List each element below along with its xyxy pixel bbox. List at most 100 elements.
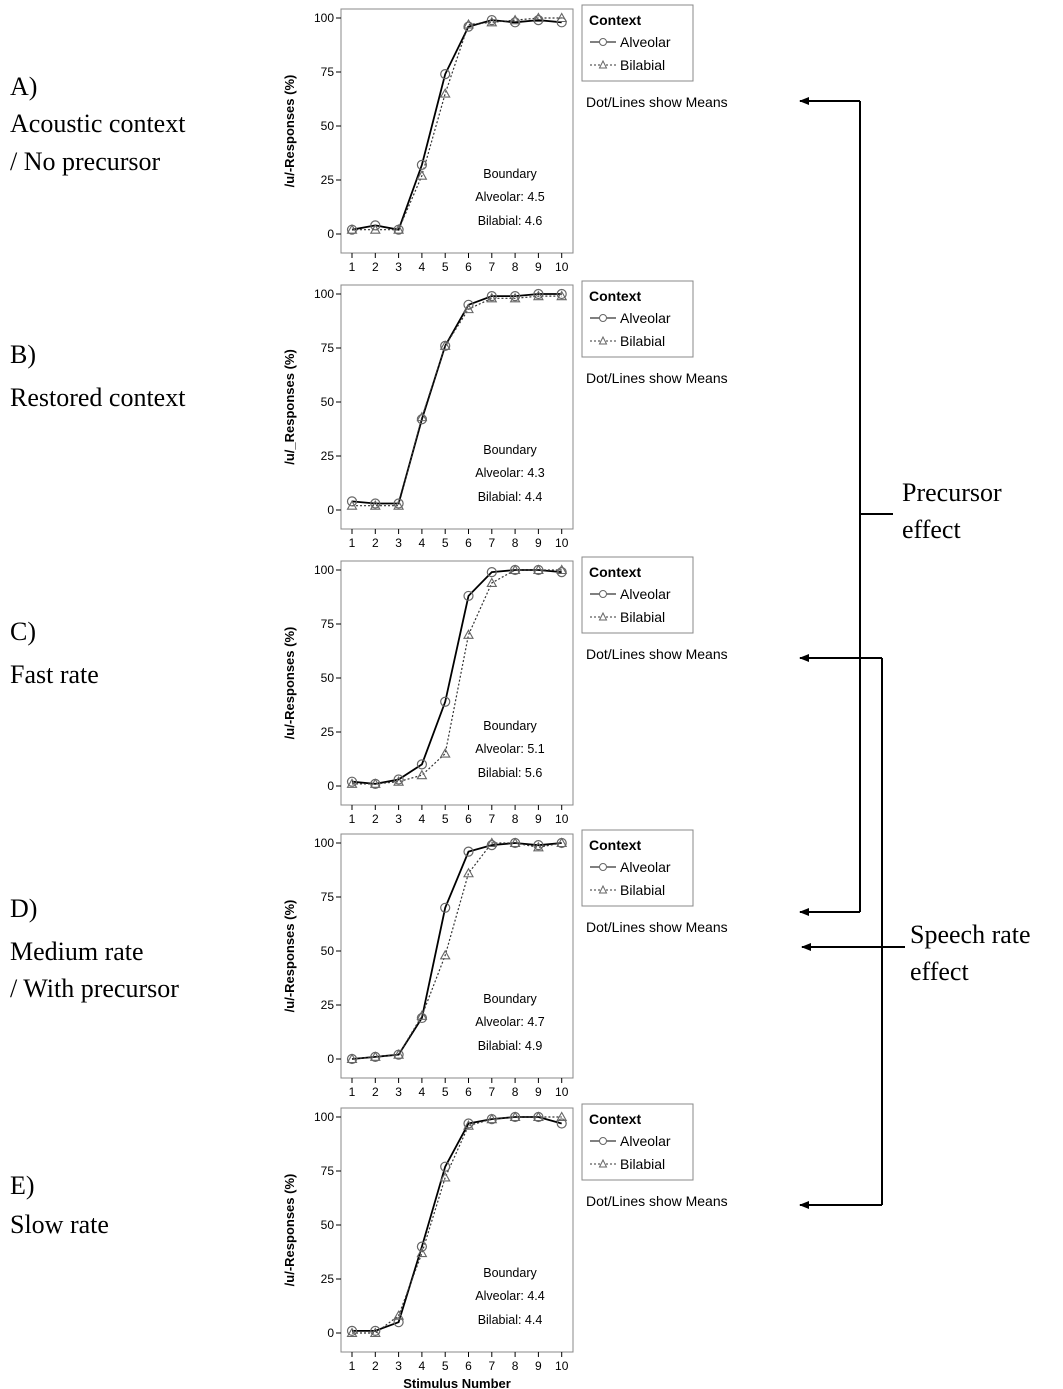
data-point-bilabial [393, 500, 405, 510]
y-tick-label: 0 [327, 1326, 334, 1340]
data-point-bilabial [532, 290, 544, 301]
data-point-bilabial [463, 18, 474, 29]
data-point-alveolar [509, 17, 521, 28]
data-point-bilabial [486, 837, 498, 848]
data-point-bilabial [416, 411, 428, 422]
y-axis-label: /u/-Responses (%) [282, 627, 297, 740]
data-point-bilabial [556, 12, 568, 23]
data-point-bilabial [463, 867, 474, 878]
boundary-title: Boundary [483, 719, 537, 733]
data-point-bilabial [439, 87, 451, 98]
data-point-bilabial [369, 1051, 381, 1061]
legend-label-bilabial: Bilabial [620, 882, 665, 898]
x-tick-label: 4 [419, 1085, 426, 1099]
data-point-bilabial [463, 1120, 474, 1130]
legend-label-alveolar: Alveolar [620, 1133, 671, 1149]
boundary-bilabial: Bilabial: 4.9 [478, 1039, 543, 1053]
boundary-title: Boundary [483, 167, 537, 181]
y-tick-label: 25 [321, 725, 335, 739]
y-axis-label: /u/-Responses (%) [282, 900, 297, 1013]
data-point-alveolar [440, 696, 451, 707]
y-tick-label: 100 [314, 287, 334, 301]
y-tick-label: 0 [327, 503, 334, 517]
y-tick-label: 25 [321, 1272, 335, 1286]
series-line-bilabial [352, 295, 562, 507]
data-point-alveolar [486, 15, 497, 26]
panel-caption-line: Acoustic context [10, 109, 186, 138]
data-point-alveolar [416, 1012, 427, 1024]
x-tick-label: 10 [555, 536, 569, 550]
x-tick-label: 2 [372, 260, 379, 274]
boundary-bilabial: Bilabial: 4.4 [478, 490, 543, 504]
x-tick-label: 6 [465, 812, 472, 826]
boundary-bilabial: Bilabial: 4.6 [478, 214, 543, 228]
data-point-alveolar [463, 1118, 474, 1129]
legend-title: Context [589, 564, 641, 580]
y-tick-label: 0 [327, 779, 334, 793]
data-point-bilabial [532, 841, 544, 852]
series-line-bilabial [352, 1116, 562, 1334]
legend-marker-alveolar [599, 38, 607, 46]
data-point-alveolar [486, 840, 497, 851]
means-note: Dot/Lines show Means [586, 370, 728, 386]
x-tick-label: 8 [512, 260, 519, 274]
data-point-alveolar [370, 1325, 381, 1336]
data-point-alveolar [416, 1241, 427, 1252]
data-point-alveolar [556, 567, 567, 578]
boundary-title: Boundary [483, 992, 537, 1006]
x-tick-label: 6 [465, 536, 472, 550]
data-point-alveolar [533, 840, 544, 851]
legend: Context Alveolar Bilabial [581, 829, 694, 907]
x-tick-label: 6 [465, 1085, 472, 1099]
y-tick-label: 75 [321, 341, 335, 355]
chart-panel-b: 0 25 50 75 100 1 2 3 4 5 6 7 8 9 10/u/_Responses (%) Bo… [10, 280, 728, 550]
data-point-alveolar [416, 759, 427, 770]
data-point-bilabial [346, 500, 358, 510]
data-point-bilabial [369, 224, 381, 234]
data-point-alveolar [416, 414, 427, 425]
legend-marker-alveolar [599, 314, 607, 322]
x-tick-label: 4 [419, 1359, 426, 1373]
boundary-title: Boundary [483, 1266, 537, 1280]
means-note: Dot/Lines show Means [586, 1193, 728, 1209]
data-point-bilabial [439, 340, 451, 350]
data-point-alveolar [346, 776, 358, 787]
y-tick-label: 50 [321, 944, 335, 958]
boundary-alveolar: Alveolar: 4.5 [475, 190, 545, 204]
boundary-bilabial: Bilabial: 5.6 [478, 766, 543, 780]
data-point-bilabial [416, 1247, 428, 1258]
x-tick-label: 1 [349, 260, 356, 274]
x-tick-label: 10 [555, 812, 569, 826]
data-point-bilabial [556, 837, 568, 848]
data-point-bilabial [463, 629, 474, 639]
legend-marker-bilabial [598, 59, 608, 69]
panel-caption-line: / With precursor [10, 974, 179, 1003]
data-point-bilabial [556, 1111, 568, 1122]
x-tick-label: 5 [442, 812, 449, 826]
data-point-bilabial [369, 778, 381, 788]
panel-caption-line: Medium rate [10, 937, 144, 966]
data-point-bilabial [486, 577, 498, 588]
x-tick-label: 5 [442, 536, 449, 550]
data-point-bilabial [346, 1327, 358, 1338]
x-tick-label: 3 [395, 1359, 402, 1373]
y-tick-label: 75 [321, 1164, 335, 1178]
x-tick-label: 2 [372, 1085, 379, 1099]
data-point-alveolar [556, 1118, 567, 1129]
x-tick-label: 8 [512, 1085, 519, 1099]
boundary-alveolar: Alveolar: 4.7 [475, 1015, 545, 1029]
x-tick-label: 5 [442, 1359, 449, 1373]
means-note: Dot/Lines show Means [586, 646, 728, 662]
x-tick-label: 1 [349, 812, 356, 826]
speech-rate-effect-label: Speech rate [910, 920, 1031, 949]
data-point-bilabial [393, 1310, 405, 1320]
x-tick-label: 1 [349, 1359, 356, 1373]
data-point-bilabial [439, 949, 451, 960]
legend-title: Context [589, 288, 641, 304]
legend-label-alveolar: Alveolar [620, 859, 671, 875]
x-tick-label: 2 [372, 536, 379, 550]
panel-letter: B) [10, 340, 36, 369]
x-tick-label: 1 [349, 1085, 356, 1099]
x-tick-label: 4 [419, 536, 426, 550]
